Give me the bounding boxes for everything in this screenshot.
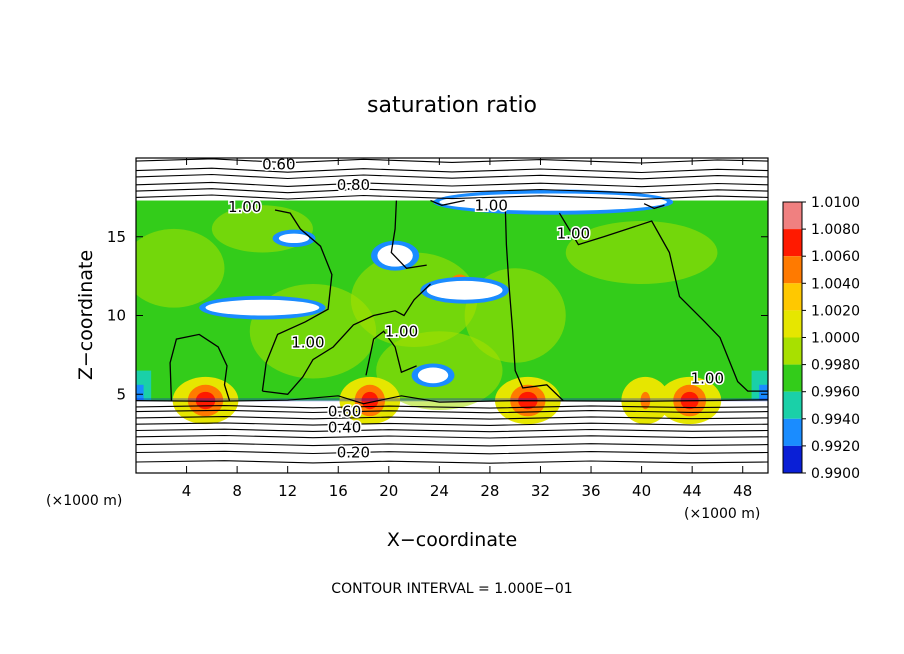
colorbar-swatch xyxy=(783,256,802,284)
contour-lower xyxy=(136,434,768,439)
plot-area: 0.600.801.00 1.001.001.001.001.000.600.40… xyxy=(135,154,769,474)
contour-one xyxy=(261,209,333,392)
colorbar-swatch xyxy=(783,229,802,257)
colorbar-swatch xyxy=(783,337,802,365)
colorbar-level-label: 1.0080 xyxy=(811,222,860,238)
contour-one xyxy=(558,212,768,392)
x-tick-label: 28 xyxy=(480,482,499,500)
x-tick-label: 40 xyxy=(632,482,651,500)
colorbar: 1.0100 1.0080 1.0060 1.0040 1.0020 1.0000 0.99… xyxy=(782,195,860,482)
contour-label: 0.80 xyxy=(337,176,370,194)
contour-lower xyxy=(136,422,768,426)
x-tick-label: 12 xyxy=(278,482,297,500)
colorbar-swatch xyxy=(783,445,802,473)
colorbar-level-label: 1.0020 xyxy=(811,303,860,319)
field-warm-bump xyxy=(361,391,379,410)
contour-label: 1.00 xyxy=(385,322,418,340)
contour-upper xyxy=(136,181,768,188)
field-base-strip xyxy=(136,398,768,402)
contour-lower xyxy=(136,460,768,464)
contour-upper xyxy=(136,188,768,194)
contour-upper xyxy=(136,173,768,180)
field-dry-pocket xyxy=(417,367,449,384)
contour-lower xyxy=(136,416,768,420)
colorbar-level-label: 0.9920 xyxy=(811,439,860,455)
colorbar-level-label: 0.9960 xyxy=(811,385,860,401)
contour-labels: 0.600.801.00 1.001.001.001.001.000.600.40… xyxy=(227,154,726,463)
x-tick-label: 24 xyxy=(430,482,449,500)
contour-one xyxy=(643,203,665,210)
colorbar-swatch xyxy=(783,364,802,392)
x-tick-label: 16 xyxy=(329,482,348,500)
contour-lower xyxy=(136,450,768,455)
contour-base xyxy=(136,395,768,405)
z-axis-label: Z−coordinate xyxy=(75,250,97,380)
field-patch xyxy=(136,228,225,308)
contour-label: 0.20 xyxy=(337,444,370,462)
contour-one xyxy=(169,333,231,401)
colorbar-swatch xyxy=(783,310,802,338)
contour-interval-note: CONTOUR INTERVAL = 1.000E−01 xyxy=(331,581,572,597)
field-dry-pocket xyxy=(278,233,310,244)
x-tick-label: 32 xyxy=(531,482,550,500)
contour-lower xyxy=(136,409,768,414)
colorbar-swatch xyxy=(783,283,802,311)
x-tick-label: 20 xyxy=(379,482,398,500)
colorbar-swatch xyxy=(783,202,802,230)
colorbar-level-label: 1.0000 xyxy=(811,331,860,347)
x-tick-label: 48 xyxy=(733,482,752,500)
x-tick-label: 8 xyxy=(232,482,242,500)
z-tick-label: 10 xyxy=(107,307,126,325)
field-edge-right xyxy=(759,384,768,401)
contour-label: 1.00 xyxy=(291,333,324,351)
chart-title: saturation ratio xyxy=(367,93,537,118)
x-axis: 4 8 12 16 20 24 28 32 36 40 44 48 xyxy=(182,158,752,500)
contour-lower xyxy=(136,405,768,409)
contour-one xyxy=(504,200,564,402)
z-tick-label: 5 xyxy=(116,385,126,403)
field-edge-left xyxy=(136,384,144,401)
field-dry-pocket xyxy=(205,299,320,316)
colorbar-level-label: 1.0100 xyxy=(811,195,860,211)
field-warm-bump xyxy=(195,391,216,410)
contour-label: 1.00 xyxy=(474,196,507,214)
contour-upper xyxy=(136,167,768,174)
colorbar-level-label: 1.0040 xyxy=(811,276,860,292)
field-dry-pocket xyxy=(426,280,503,300)
contour-one xyxy=(390,200,427,269)
contour-label: 1.00 xyxy=(691,370,724,388)
contour-label: 1.00 xyxy=(557,225,590,243)
x-tick-label: 4 xyxy=(182,482,192,500)
contour-upper xyxy=(136,194,768,200)
colorbar-level-label: 0.9940 xyxy=(811,412,860,428)
contour-label: 1.00 xyxy=(228,198,261,216)
contour-label: 0.40 xyxy=(328,418,361,436)
colorbar-level-label: 0.9980 xyxy=(811,358,860,374)
contour-label: 0.60 xyxy=(328,403,361,421)
colorbar-swatch xyxy=(783,391,802,419)
z-tick-label: 15 xyxy=(107,228,126,246)
colorbar-level-label: 1.0060 xyxy=(811,249,860,265)
contour-one xyxy=(430,199,465,206)
x-unit-label: (×1000 m) xyxy=(684,506,760,522)
x-tick-label: 44 xyxy=(683,482,702,500)
colorbar-swatch xyxy=(783,418,802,446)
contour-lower xyxy=(136,428,768,433)
contour-lower xyxy=(136,442,768,447)
z-axis: 5 10 15 xyxy=(107,228,768,403)
contour-one xyxy=(365,330,417,376)
colorbar-level-label: 0.9900 xyxy=(811,466,860,482)
saturation-field xyxy=(136,189,768,425)
contour-one xyxy=(262,283,431,395)
x-tick-label: 36 xyxy=(581,482,600,500)
field-warm-bump xyxy=(640,391,651,410)
x-axis-label: X−coordinate xyxy=(387,529,517,551)
z-unit-label: (×1000 m) xyxy=(46,493,122,509)
